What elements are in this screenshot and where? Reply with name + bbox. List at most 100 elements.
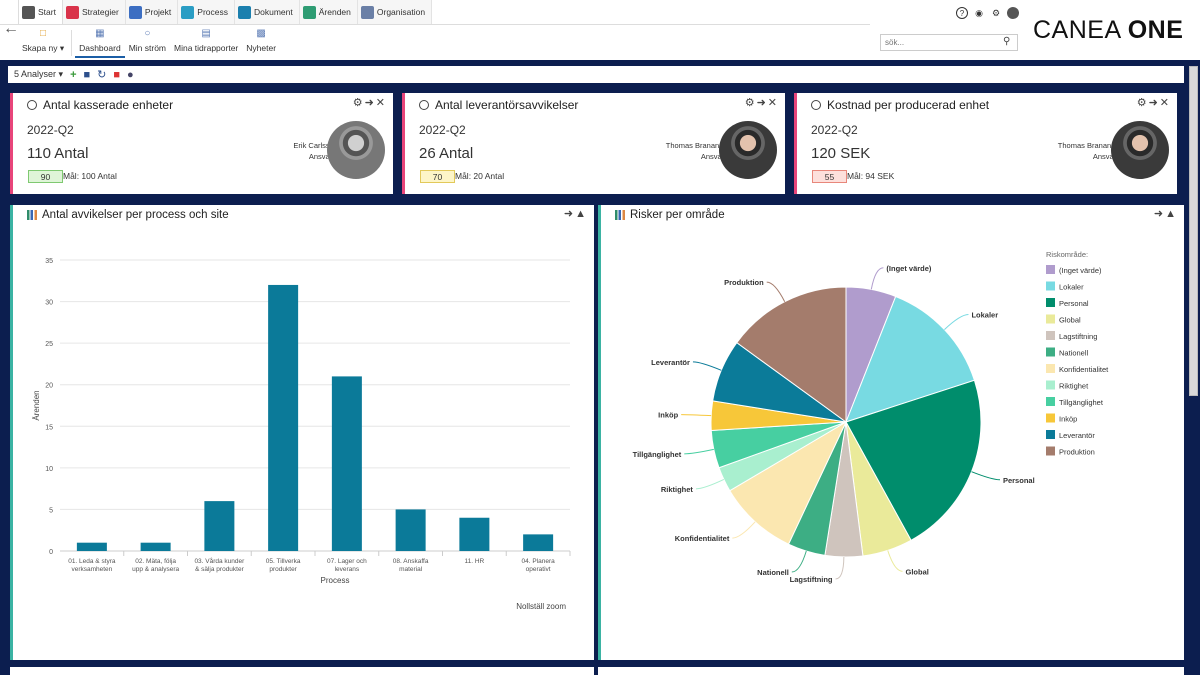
arrow-right-icon[interactable]: ➜ xyxy=(1153,208,1166,220)
top-navigation: ← Start Strategier Projekt Process Dokument Ä… xyxy=(0,0,1200,60)
subnav-tidrapporter[interactable]: ▤ Mina tidrapporter xyxy=(170,28,242,58)
tab-label: Dokument xyxy=(254,7,293,17)
pie-label: Nationell xyxy=(757,568,789,577)
subnav-dashboard[interactable]: ▦ Dashboard xyxy=(75,28,125,58)
kpi-badge: 70 xyxy=(420,170,455,183)
legend-label: Global xyxy=(1059,316,1081,325)
arrow-right-icon[interactable]: ➜ xyxy=(364,97,376,109)
kpi-actions: ⚙➜✕ xyxy=(353,96,387,109)
palette-icon[interactable]: ◉ xyxy=(975,7,983,18)
tab-dokument[interactable]: Dokument xyxy=(235,0,300,24)
refresh-icon[interactable]: ↻ xyxy=(97,69,107,81)
arrow-right-icon[interactable]: ➜ xyxy=(756,97,768,109)
bar xyxy=(459,517,490,551)
tab-strategier[interactable]: Strategier xyxy=(62,0,126,24)
tab--renden[interactable]: Ärenden xyxy=(299,0,358,24)
legend-item[interactable]: (Inget värde) xyxy=(1046,265,1102,275)
kpi-goal: Mål: 94 SEK xyxy=(847,171,895,181)
arrow-right-icon[interactable]: ➜ xyxy=(563,208,576,220)
user-avatar[interactable] xyxy=(1007,7,1019,19)
add-icon[interactable]: + xyxy=(70,68,77,81)
legend-swatch xyxy=(1046,380,1055,390)
brand-logo: CANEA ONE xyxy=(1033,16,1183,45)
tab-label: Process xyxy=(197,7,228,17)
pie-label: Global xyxy=(906,567,929,576)
gear-icon[interactable]: ⚙ xyxy=(1136,97,1149,109)
kpi-title-text: Antal leverantörsavvikelser xyxy=(435,98,579,112)
create-new-button[interactable]: □ Skapa ny ▾ xyxy=(18,28,68,58)
subnav-separator xyxy=(71,30,73,56)
legend-item[interactable]: Lagstiftning xyxy=(1046,331,1097,341)
subnav-tidrapporter-label: Mina tidrapporter xyxy=(174,43,239,53)
legend-item[interactable]: Tillgänglighet xyxy=(1046,397,1104,407)
legend-item[interactable]: Lokaler xyxy=(1046,281,1084,292)
legend-swatch xyxy=(1046,364,1055,373)
x-tick-label: 02. Mäta, följa xyxy=(135,558,176,565)
legend-label: Inköp xyxy=(1059,415,1077,424)
analysis-selector[interactable]: 5 Analyser ▾ xyxy=(14,69,64,79)
kpi-card-leverantorsavvikelser: Antal leverantörsavvikelser ⚙➜✕ 2022-Q2 … xyxy=(402,93,785,194)
reset-zoom-link[interactable]: Nollställ zoom xyxy=(516,602,566,611)
pie-slice xyxy=(729,420,848,545)
legend-swatch xyxy=(1046,397,1055,406)
back-arrow-icon[interactable]: ← xyxy=(3,20,19,37)
bar-panel-title-text: Antal avvikelser per process och site xyxy=(42,209,229,221)
gear-icon[interactable]: ⚙ xyxy=(352,97,365,109)
subnav-nyheter[interactable]: ▩ Nyheter xyxy=(242,28,280,58)
search-input[interactable] xyxy=(880,34,1018,51)
legend-item[interactable]: Konfidentialitet xyxy=(1046,364,1109,374)
legend-item[interactable]: Personal xyxy=(1046,298,1089,308)
pie-connector xyxy=(944,314,969,330)
gear-icon[interactable]: ⚙ xyxy=(744,97,757,109)
tab-process[interactable]: Process xyxy=(178,0,235,24)
share-icon[interactable]: ● xyxy=(127,68,134,81)
kpi-goal: Mål: 100 Antal xyxy=(63,171,117,181)
close-icon[interactable]: ✕ xyxy=(375,97,387,109)
scrollbar-thumb[interactable] xyxy=(1189,66,1198,396)
legend-item[interactable]: Riktighet xyxy=(1046,380,1089,391)
save-icon[interactable]: ■ xyxy=(83,68,91,81)
help-icon[interactable]: ? xyxy=(956,7,968,19)
kpi-owner-name: Thomas Branander xyxy=(1057,141,1122,150)
tab-start[interactable]: Start xyxy=(18,0,63,24)
kpi-value: 110 Antal xyxy=(27,145,89,162)
y-axis-label: Ärenden xyxy=(32,390,41,420)
tab-label: Strategier xyxy=(81,7,119,17)
close-icon[interactable]: ✕ xyxy=(767,97,779,109)
kpi-owner: Erik Carlsson Ansvarig xyxy=(293,140,338,162)
pie-connector xyxy=(971,471,1000,481)
legend-swatch xyxy=(1046,413,1055,423)
legend-title: Riskområde: xyxy=(1046,250,1088,259)
y-tick-label: 0 xyxy=(49,549,53,556)
arrow-right-icon[interactable]: ➜ xyxy=(1148,97,1160,109)
legend-item[interactable]: Global xyxy=(1046,314,1081,325)
subnav-min-strom[interactable]: ○ Min ström xyxy=(125,28,170,58)
legend-item[interactable]: Leverantör xyxy=(1046,430,1095,440)
delete-icon[interactable]: ■ xyxy=(113,68,121,81)
legend-label: (Inget värde) xyxy=(1059,266,1102,275)
kpi-period: 2022-Q2 xyxy=(27,123,74,137)
tab-label: Organisation xyxy=(376,7,426,17)
bar-panel-title: Antal avvikelser per process och site xyxy=(27,209,229,221)
legend-item[interactable]: Inköp xyxy=(1046,413,1077,424)
collapse-icon[interactable]: ▲ xyxy=(1165,208,1178,220)
legend-item[interactable]: Produktion xyxy=(1046,446,1095,457)
analysis-selector-label: 5 Analyser xyxy=(14,69,57,79)
tab-organisation[interactable]: Organisation xyxy=(357,0,433,24)
close-icon[interactable]: ✕ xyxy=(1159,97,1171,109)
timesheet-icon: ▤ xyxy=(201,28,211,39)
search-icon[interactable]: ⚲ xyxy=(1003,36,1011,47)
next-panel-left xyxy=(10,667,594,675)
legend-label: Lagstiftning xyxy=(1059,332,1097,341)
tab-projekt[interactable]: Projekt xyxy=(125,0,179,24)
pie-connector xyxy=(870,267,884,290)
collapse-icon[interactable]: ▲ xyxy=(575,208,588,220)
legend-item[interactable]: Nationell xyxy=(1046,347,1089,358)
document-icon xyxy=(238,5,251,19)
x-tick-label: 05. Tillverka xyxy=(266,558,301,565)
x-tick-label: material xyxy=(399,566,423,573)
gear-icon[interactable]: ⚙ xyxy=(991,7,1001,18)
tab-label: Start xyxy=(38,7,56,17)
legend-label: Konfidentialitet xyxy=(1059,365,1109,374)
legend-label: Produktion xyxy=(1059,448,1095,457)
